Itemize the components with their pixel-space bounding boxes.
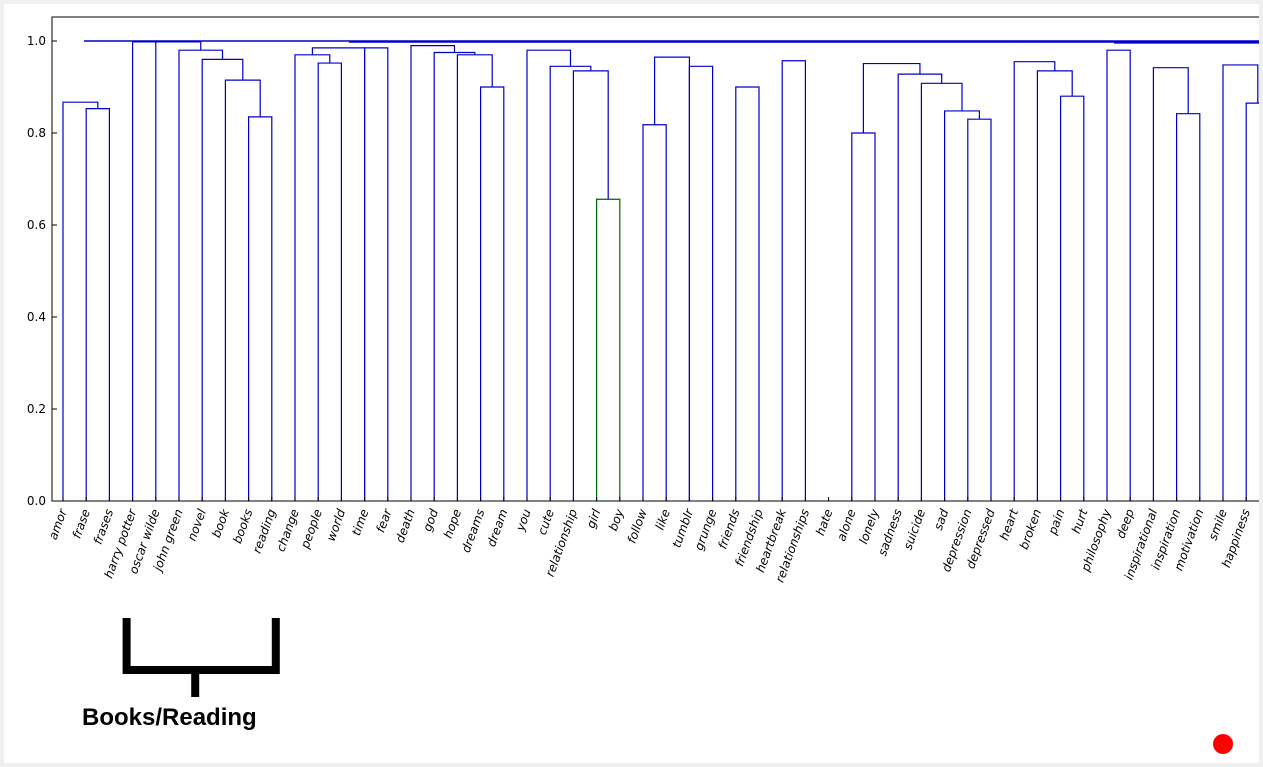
leaf-label: dream [484, 507, 510, 548]
leaf-label: suicide [901, 507, 929, 551]
leaf-label: novel [185, 507, 210, 543]
y-tick-label: 0.8 [27, 126, 46, 140]
dendrogram-link [364, 47, 389, 501]
leaf-label: sad [931, 507, 952, 532]
dendrogram-link [654, 56, 690, 501]
dendrogram-link [735, 86, 760, 501]
y-tick-label: 1.0 [27, 34, 46, 48]
dendrogram-link [410, 45, 456, 501]
leaf-label: follow [625, 507, 650, 545]
dendrogram-link [1152, 67, 1189, 501]
dendrogram-link [224, 79, 261, 501]
dendrogram-link [572, 70, 609, 501]
y-tick-label: 0.0 [27, 494, 46, 508]
leaf-label: boy [606, 506, 627, 532]
leaf-label: girl [584, 507, 604, 530]
dendrogram-link [62, 101, 99, 501]
leaf-label: fear [373, 506, 395, 534]
dendrogram-link [1176, 113, 1201, 501]
dendrogram-link [480, 86, 505, 501]
dendrogram-link [1013, 61, 1056, 501]
dendrogram-link [85, 108, 110, 501]
dendrogram-top-links [84, 40, 1259, 44]
leaf-label: amor [46, 506, 70, 541]
dendrogram-links [62, 40, 1259, 501]
dendrogram-link [456, 54, 493, 501]
dendrogram-link [178, 49, 224, 501]
books-reading-annotation-label: Books/Reading [82, 704, 257, 731]
dendrogram-link [781, 60, 806, 501]
dendrogram-link [1060, 95, 1085, 501]
dendrogram-link [862, 62, 921, 133]
dendrogram-link [1106, 49, 1131, 501]
y-tick-label: 0.6 [27, 218, 46, 232]
dendrogram-link [920, 82, 963, 501]
y-tick-label: 0.4 [27, 310, 46, 324]
dendrogram-link [526, 49, 572, 501]
leaf-label: book [209, 506, 233, 539]
leaf-label: god [420, 507, 441, 533]
dendrogram-link [897, 73, 943, 501]
dendrogram-link [1036, 70, 1073, 501]
red-dot-indicator [1213, 734, 1233, 754]
leaf-label: broken [1017, 507, 1044, 551]
leaf-label: lonely [856, 506, 882, 546]
dendrogram-link [248, 116, 273, 501]
leaf-label: alone [834, 507, 858, 543]
leaf-label: hurt [1069, 506, 1091, 535]
leaf-label: cute [535, 507, 557, 536]
dendrogram-link [132, 41, 179, 501]
dendrogram-link [851, 132, 876, 501]
leaf-label: hope [441, 507, 464, 540]
leaf-label: deep [1114, 507, 1138, 540]
axes-frame [51, 16, 1259, 502]
leaf-label: hate [813, 507, 835, 537]
dendrogram-link [311, 47, 366, 501]
dendrogram-link [1222, 64, 1259, 501]
leaf-label: like [653, 507, 673, 532]
leaf-label: heart [997, 506, 1022, 542]
y-tick-label: 0.2 [27, 402, 46, 416]
leaf-label: you [513, 507, 534, 534]
leaf-label: frases [91, 507, 117, 546]
dendrogram-link [642, 124, 667, 501]
dendrogram-link [433, 51, 476, 501]
books-reading-bracket [122, 618, 280, 697]
leaf-label: people [298, 507, 325, 551]
leaf-label: pain [1045, 507, 1067, 537]
leaf-label: world [324, 507, 349, 543]
dendrogram-link [967, 118, 992, 501]
dendrogram-link [688, 65, 714, 501]
dendrogram-link [596, 198, 621, 501]
dendrogram-link [944, 110, 980, 501]
leaf-label: frase [70, 507, 93, 540]
dendrogram-link [317, 62, 342, 501]
leaf-label: books [230, 507, 255, 545]
leaf-label: time [349, 507, 371, 537]
dendrogram-link [1245, 102, 1259, 501]
dendrogram-link [549, 65, 592, 501]
leaf-label: death [393, 507, 418, 544]
dendrogram-link [294, 54, 331, 501]
dendrogram-figure: 0.0 0.2 0.4 0.6 0.8 1.0 amor frase frases harry p… [4, 4, 1259, 763]
leaf-label: smile [1206, 507, 1230, 542]
dendrogram-link [201, 58, 244, 501]
dendrogram-link [155, 41, 202, 501]
